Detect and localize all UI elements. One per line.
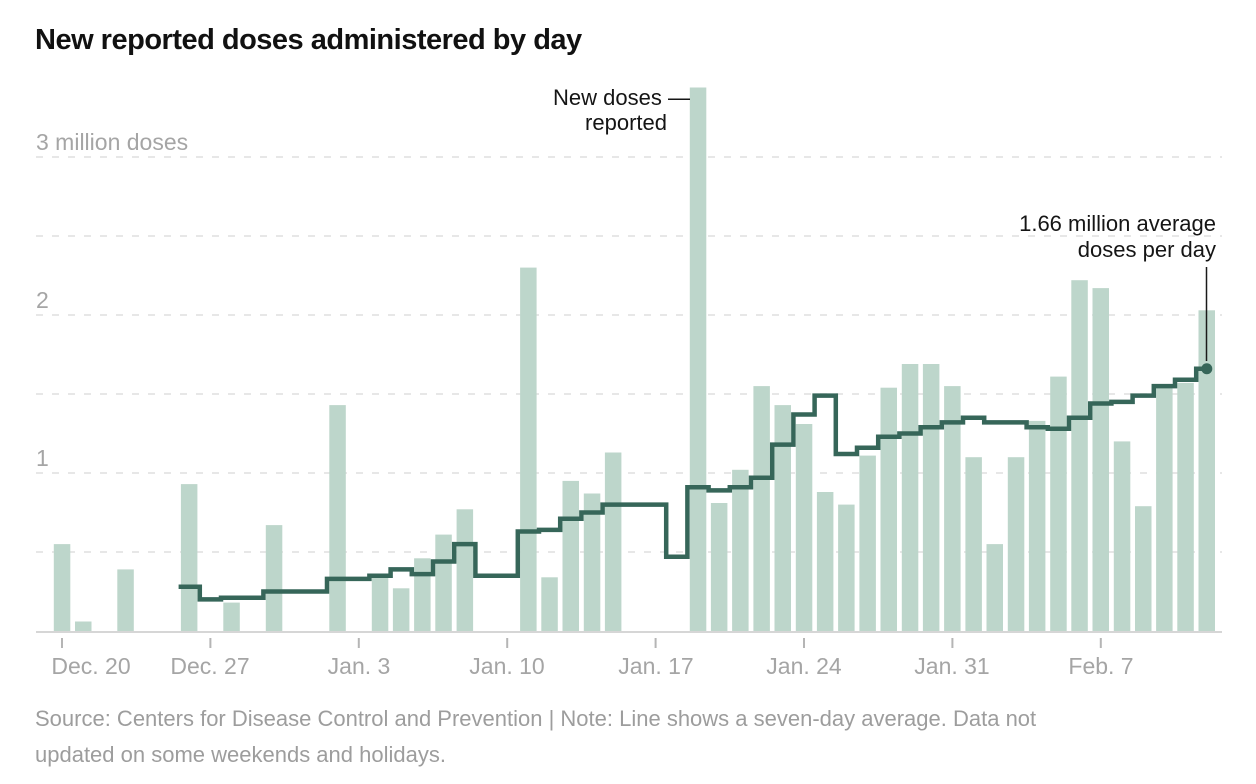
dose-bar-feb-3 — [1007, 457, 1025, 631]
dose-bar-jan-29 — [901, 364, 919, 631]
dose-bar-jan-2 — [329, 405, 346, 631]
annotation-new-doses-line2: reported — [585, 110, 667, 135]
chart-title: New reported doses administered by day — [35, 24, 582, 56]
dose-bar-jan-7 — [435, 534, 452, 631]
dose-bar-dec-28 — [223, 602, 240, 631]
x-axis-label-feb-7: Feb. 7 — [1068, 653, 1134, 679]
dose-bar-jan-12 — [541, 577, 558, 631]
dose-bar-jan-28 — [880, 387, 897, 631]
dose-bar-jan-8 — [456, 509, 474, 631]
dose-bar-jan-19 — [689, 87, 707, 631]
dose-bar-feb-5 — [1050, 376, 1067, 631]
dose-bar-jan-27 — [859, 455, 876, 631]
dose-bar-feb-6 — [1071, 280, 1088, 631]
dose-bar-jan-11 — [520, 267, 537, 631]
seven-day-average-line — [178, 366, 1207, 602]
dose-bar-feb-7 — [1092, 288, 1109, 631]
dose-bar-jan-25 — [816, 492, 834, 631]
dose-bar-dec-26 — [180, 484, 198, 631]
x-axis-label-jan-24: Jan. 24 — [766, 653, 842, 679]
dose-bar-feb-10 — [1156, 387, 1173, 631]
dose-bar-jan-24 — [795, 424, 813, 631]
x-axis-label-jan-10: Jan. 10 — [469, 653, 545, 679]
dose-bar-jan-26 — [838, 504, 855, 631]
dose-bar-jan-21 — [732, 469, 749, 631]
source-note-line2: updated on some weekends and holidays. — [35, 742, 446, 767]
dose-bar-feb-2 — [986, 544, 1003, 631]
dose-bar-jan-5 — [392, 588, 410, 631]
dose-bar-feb-8 — [1113, 441, 1131, 631]
y-axis-label-3-million: 3 million doses — [36, 129, 189, 155]
source-note-line1: Source: Centers for Disease Control and … — [35, 706, 1037, 731]
dose-bar-dec-21 — [75, 621, 92, 631]
dose-bar-feb-12 — [1198, 310, 1215, 631]
y-axis-label-1: 1 — [36, 445, 49, 471]
dose-bar-dec-30 — [265, 525, 283, 631]
y-axis-label-2: 2 — [36, 287, 49, 313]
dose-bar-jan-20 — [710, 503, 728, 631]
source-note: Source: Centers for Disease Control and … — [35, 701, 1036, 773]
dose-bar-jan-23 — [774, 405, 791, 631]
dose-bar-dec-23 — [117, 569, 134, 631]
annotation-average-line1: 1.66 million average — [1019, 211, 1216, 236]
dose-bar-jan-15 — [604, 452, 622, 631]
dose-bar-jan-13 — [562, 480, 579, 631]
average-end-dot — [1201, 363, 1213, 375]
dose-bar-feb-9 — [1135, 506, 1152, 631]
annotation-new-doses: New doses — reported — [553, 85, 690, 135]
annotation-new-doses-line1: New doses — — [553, 85, 690, 110]
x-axis-label-dec-27: Dec. 27 — [170, 653, 250, 679]
dose-bar-feb-4 — [1028, 420, 1046, 631]
x-axis-label-dec-20: Dec. 20 — [51, 653, 131, 679]
dose-bar-jan-30 — [922, 364, 940, 631]
x-axis-label-jan-31: Jan. 31 — [914, 653, 990, 679]
dose-bar-feb-11 — [1177, 382, 1194, 631]
dose-bar-jan-4 — [371, 577, 389, 631]
dose-bar-jan-22 — [753, 386, 770, 631]
dose-bar-jan-31 — [944, 386, 961, 631]
dose-bar-jan-6 — [414, 558, 431, 631]
x-axis-label-jan-17: Jan. 17 — [618, 653, 694, 679]
annotation-average-line2: doses per day — [1077, 237, 1216, 262]
x-axis-label-jan-3: Jan. 3 — [327, 653, 391, 679]
dose-bar-dec-20 — [53, 544, 71, 631]
dose-bar-feb-1 — [965, 457, 982, 631]
annotation-average: 1.66 million average doses per day — [1019, 211, 1216, 263]
dose-bar-jan-14 — [583, 493, 601, 631]
